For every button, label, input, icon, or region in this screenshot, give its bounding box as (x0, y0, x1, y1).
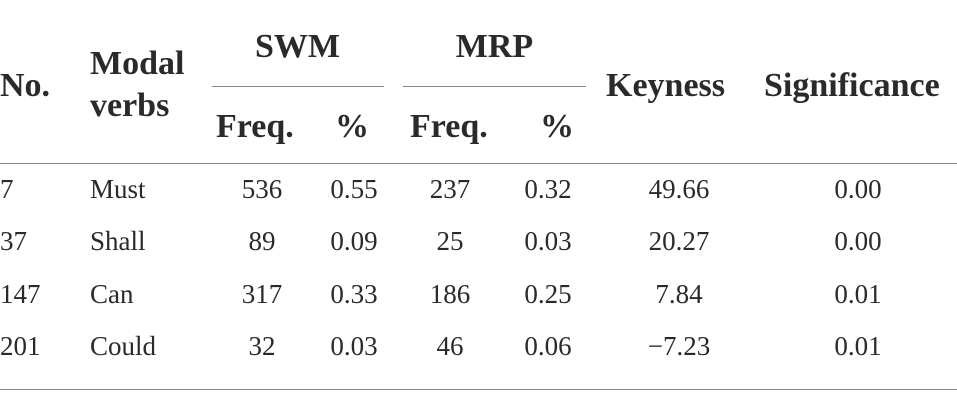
cell-verb: Could (90, 331, 157, 361)
header-swm-percent: % (335, 108, 369, 145)
cell-no: 37 (0, 226, 27, 256)
cell-significance: 0.01 (834, 331, 882, 361)
cell-swm-percent: 0.09 (330, 226, 378, 256)
cell-swm-freq: 89 (248, 226, 276, 256)
cell-mrp-freq: 25 (436, 226, 464, 256)
cell-significance: 0.00 (834, 226, 882, 256)
header-swm-freq: Freq. (216, 108, 294, 145)
header-no: No. (0, 67, 51, 104)
cell-keyness: 49.66 (648, 174, 710, 204)
cell-swm-percent: 0.33 (330, 279, 378, 309)
cell-keyness: 7.84 (655, 279, 703, 309)
cell-swm-freq: 317 (241, 279, 283, 309)
cell-no: 147 (0, 279, 41, 309)
table-bottom-rule (0, 389, 957, 390)
header-mrp-percent: % (540, 108, 574, 145)
header-keyness: Keyness (606, 67, 725, 104)
cell-verb: Can (90, 279, 134, 309)
cell-no: 7 (0, 174, 14, 204)
cell-no: 201 (0, 331, 41, 361)
cell-significance: 0.01 (834, 279, 882, 309)
cell-mrp-freq: 237 (429, 174, 471, 204)
header-swm: SWM (255, 28, 340, 65)
swm-group-rule (212, 86, 384, 87)
cell-keyness: 20.27 (648, 226, 710, 256)
cell-verb: Shall (90, 226, 146, 256)
cell-mrp-freq: 46 (436, 331, 464, 361)
cell-mrp-freq: 186 (429, 279, 471, 309)
header-mrp-freq: Freq. (410, 108, 488, 145)
header-significance: Significance (764, 67, 940, 104)
header-modal-line1: Modal (90, 45, 185, 82)
cell-keyness: −7.23 (647, 331, 711, 361)
cell-significance: 0.00 (834, 174, 882, 204)
cell-mrp-percent: 0.03 (524, 226, 572, 256)
cell-mrp-percent: 0.32 (524, 174, 572, 204)
cell-swm-percent: 0.03 (330, 331, 378, 361)
cell-swm-freq: 32 (248, 331, 276, 361)
cell-swm-percent: 0.55 (330, 174, 378, 204)
cell-mrp-percent: 0.06 (524, 331, 572, 361)
header-mrp: MRP (455, 28, 534, 65)
mrp-group-rule (403, 86, 586, 87)
cell-mrp-percent: 0.25 (524, 279, 572, 309)
cell-swm-freq: 536 (241, 174, 283, 204)
header-modal-line2: verbs (90, 87, 170, 124)
cell-verb: Must (90, 174, 146, 204)
header-bottom-rule (0, 163, 957, 164)
